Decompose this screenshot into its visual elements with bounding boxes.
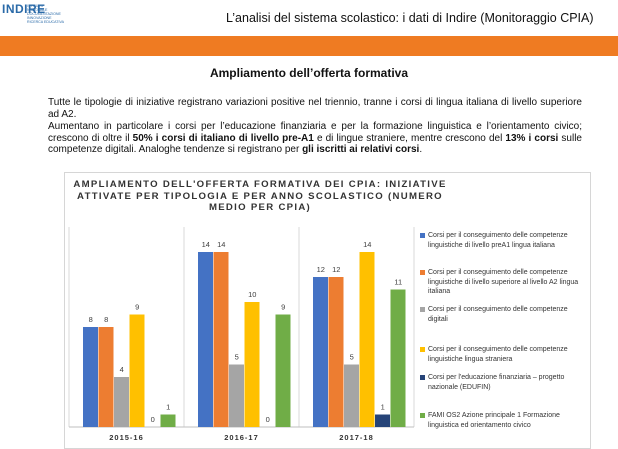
chart-container: AMPLIAMENTO DELL'OFFERTA FORMATIVA DEI C… xyxy=(64,172,591,449)
data-label: 1 xyxy=(381,403,385,412)
legend-swatch xyxy=(420,347,425,352)
legend-label: Corsi per il conseguimento delle compete… xyxy=(428,306,568,323)
p2-text-g: . xyxy=(419,144,423,155)
data-label: 5 xyxy=(350,353,354,362)
p2-highlight-digital: 13% i corsi xyxy=(505,132,559,144)
data-label: 14 xyxy=(363,240,371,249)
legend-swatch xyxy=(420,307,425,312)
data-label: 12 xyxy=(317,265,325,274)
logo-mark: INDIRE xyxy=(2,2,46,16)
p2-highlight-enrolled: gli iscritti ai relativi corsi xyxy=(302,144,420,155)
accent-band xyxy=(0,36,618,56)
paragraph-2: Aumentano in particolare i corsi per l’e… xyxy=(48,121,582,156)
header-title: L’analisi del sistema scolastico: i dati… xyxy=(226,11,594,25)
bar-2015-16-series-3 xyxy=(114,377,129,427)
indire-logo: INDIRE ISTITUTO NAZIONALE DOCUMENTAZIONE… xyxy=(2,3,68,31)
data-label: 4 xyxy=(120,365,124,374)
legend-label: FAMI OS2 Azione principale 1 Formazione … xyxy=(428,412,560,429)
legend-swatch xyxy=(420,413,425,418)
data-label: 9 xyxy=(281,303,285,312)
bar-2016-17-series-3 xyxy=(229,364,244,427)
bar-2017-18-series-5 xyxy=(375,414,390,427)
p2-text-a: Aumentano in particolare i corsi per l’e… xyxy=(48,121,582,144)
category-label: 2015-16 xyxy=(109,433,144,442)
bar-2015-16-series-4 xyxy=(129,314,145,427)
legend-label: Corsi per il conseguimento delle compete… xyxy=(428,232,568,249)
data-label: 9 xyxy=(135,303,139,312)
bar-2015-16-series-6 xyxy=(160,414,176,427)
legend-swatch xyxy=(420,233,425,238)
data-label: 10 xyxy=(248,290,256,299)
category-label: 2017-18 xyxy=(339,433,374,442)
bar-2017-18-series-3 xyxy=(344,364,359,427)
bar-2017-18-series-1 xyxy=(313,277,328,427)
bar-2015-16-series-1 xyxy=(83,327,98,427)
chart-title: AMPLIAMENTO DELL'OFFERTA FORMATIVA DEI C… xyxy=(73,179,447,213)
bar-2016-17-series-4 xyxy=(244,302,260,427)
legend-swatch xyxy=(420,270,425,275)
data-label: 5 xyxy=(235,353,239,362)
legend-swatch xyxy=(420,375,425,380)
bar-2016-17-series-2 xyxy=(213,252,229,427)
paragraph-1: Tutte le tipologie di iniziative registr… xyxy=(48,97,582,120)
p2-text-e: sulle competenze digitali. Analoghe tend… xyxy=(48,132,582,156)
logo-subtext: ISTITUTO NAZIONALE DOCUMENTAZIONE INNOVA… xyxy=(27,4,65,24)
data-label: 8 xyxy=(89,315,93,324)
bar-2015-16-series-2 xyxy=(98,327,114,427)
data-label: 0 xyxy=(266,415,270,424)
legend-label: Corsi per l'educazione finanziaria – pro… xyxy=(428,374,565,391)
bar-2017-18-series-4 xyxy=(359,252,375,427)
bar-2017-18-series-2 xyxy=(328,277,344,427)
bar-2016-17-series-6 xyxy=(275,314,291,427)
bar-2016-17-series-1 xyxy=(198,252,213,427)
data-label: 0 xyxy=(151,415,155,424)
data-label: 14 xyxy=(202,240,210,249)
slide-title: Ampliamento dell’offerta formativa xyxy=(209,66,409,80)
data-label: 14 xyxy=(217,240,225,249)
category-label: 2016-17 xyxy=(224,433,259,442)
legend-label: Corsi per il conseguimento delle compete… xyxy=(428,346,568,363)
data-label: 1 xyxy=(166,403,170,412)
data-label: 11 xyxy=(394,278,402,287)
slide-header: INDIRE ISTITUTO NAZIONALE DOCUMENTAZIONE… xyxy=(0,0,618,34)
legend-label: Corsi per il conseguimento delle compete… xyxy=(428,269,579,295)
p2-highlight-pre-a1: 50% i corsi di italiano di livello pre-A… xyxy=(132,132,314,144)
bar-2017-18-series-6 xyxy=(390,289,406,427)
p2-text-c: e di lingue straniere, mentre crescono d… xyxy=(313,132,506,144)
data-label: 8 xyxy=(104,315,108,324)
data-label: 12 xyxy=(332,265,340,274)
